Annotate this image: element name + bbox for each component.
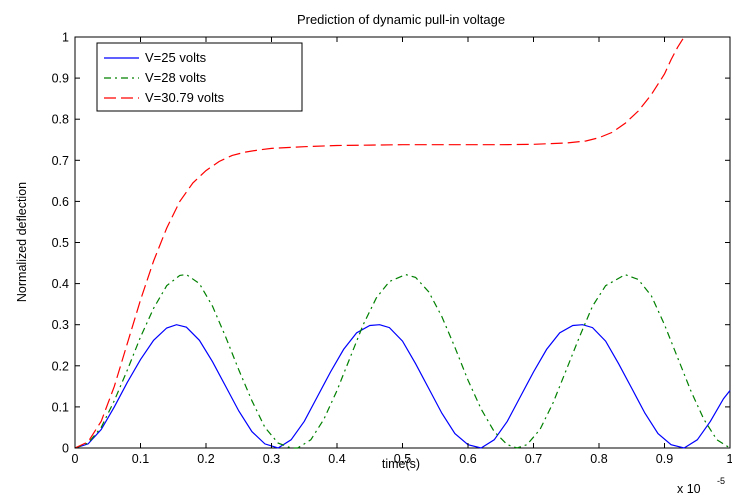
series-layer [74,36,731,449]
y-tick-label: 0.4 [52,277,69,291]
y-tick-label: 0.5 [52,236,69,250]
x-axis-label: time(s) [382,457,420,471]
chart-title: Prediction of dynamic pull-in voltage [297,12,505,27]
legend-box [96,42,303,112]
x-tick-label: 0.1 [132,452,149,466]
ticks-layer: 0 0.1 0.2 0.3 0.4 0.5 0.6 0.7 0.8 0.9 1 0 0.1 0.2 0.3 0… [52,31,732,467]
x-axis-multiplier: x 10 -5 [677,476,725,496]
y-tick-label: 0.7 [52,154,69,168]
series-line-1 [74,273,731,449]
x-tick-label: 0.3 [263,452,280,466]
x-tick-label: 0.6 [459,452,476,466]
legend: V=25 volts V=28 volts V=30.79 volts [96,42,303,112]
legend-label-v28: V=28 volts [145,70,207,85]
x-tick-label: 0.4 [328,452,345,466]
series-line-2 [74,36,685,449]
x-tick-label: 1 [727,452,732,466]
x-multiplier-exponent: -5 [717,476,725,486]
legend-label-v25: V=25 volts [145,50,207,65]
y-tick-label: 0 [62,442,69,456]
y-axis-label: Normalized deflection [15,182,29,302]
x-tick-label: 0.7 [525,452,542,466]
y-tick-label: 0.8 [52,113,69,127]
y-tick-label: 0.3 [52,318,69,332]
x-multiplier-base: x 10 [677,482,701,496]
y-tick-label: 1 [62,31,69,45]
y-tick-label: 0.9 [52,72,69,86]
x-tick-label: 0 [72,452,79,466]
y-tick-label: 0.2 [52,359,69,373]
x-tick-label: 0.2 [197,452,214,466]
y-tick-label: 0.1 [52,400,69,414]
x-tick-label: 0.5 [394,452,411,466]
y-tick-label: 0.6 [52,195,69,209]
legend-label-v3079: V=30.79 volts [145,90,225,105]
x-tick-label: 0.8 [590,452,607,466]
x-tick-label: 0.9 [656,452,673,466]
series-line-0 [74,324,731,449]
